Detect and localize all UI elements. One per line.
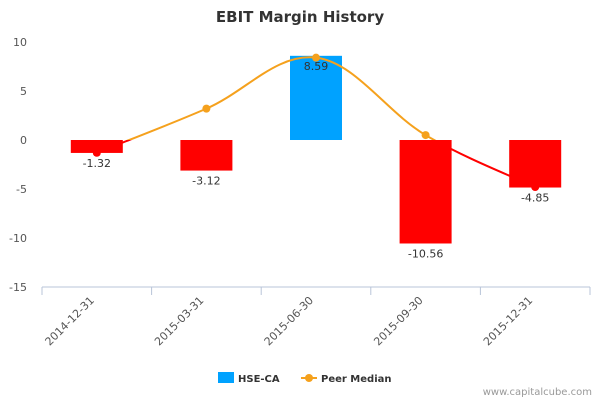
bar-value-label: 8.59 [304, 60, 329, 73]
bar [180, 140, 233, 171]
y-tick-label: -10 [9, 232, 27, 245]
x-tick-label: 2015-12-31 [481, 294, 535, 348]
bar [290, 55, 342, 140]
bar-labels: -1.32 -3.12 8.59 -10.56 -4.85 [83, 60, 550, 261]
legend[interactable]: HSE-CA Peer Median [218, 372, 392, 385]
peer-median-point [421, 131, 430, 140]
legend-label-hse: HSE-CA [238, 374, 280, 385]
y-tick-label: 10 [13, 36, 27, 49]
peer-median-point [312, 53, 320, 62]
bar-series [70, 55, 562, 244]
bar [399, 140, 452, 244]
peer-median-line-negative [96, 140, 536, 188]
watermark: www.capitalcube.com [483, 387, 592, 398]
y-tick-label: 0 [20, 134, 27, 147]
bar-value-label: -3.12 [192, 175, 220, 188]
x-tick-label: 2014-12-31 [43, 294, 97, 348]
bar-value-label: -4.85 [521, 192, 549, 205]
bar [70, 140, 123, 153]
legend-swatch-peer-marker [305, 374, 313, 382]
peer-median-point [202, 104, 211, 113]
x-tick-label: 2015-06-30 [262, 294, 316, 348]
y-tick-label: -5 [16, 183, 27, 196]
x-tick-label: 2015-09-30 [371, 294, 425, 348]
y-axis: 10 5 0 -5 -10 -15 [9, 36, 27, 294]
y-tick-label: 5 [20, 85, 27, 98]
legend-swatch-hse [218, 372, 234, 383]
bar [509, 140, 562, 188]
chart-title: EBIT Margin History [216, 8, 384, 26]
legend-label-peer: Peer Median [321, 374, 392, 385]
peer-median-point [92, 148, 101, 157]
peer-median-point [531, 183, 540, 192]
x-axis: 2014-12-31 2015-03-31 2015-06-30 2015-09-30… [41, 286, 591, 348]
y-tick-label: -15 [9, 281, 27, 294]
line-series [92, 53, 540, 192]
bar-value-label: -10.56 [408, 247, 443, 260]
bar-value-label: -1.32 [83, 157, 111, 170]
x-tick-label: 2015-03-31 [152, 294, 206, 348]
